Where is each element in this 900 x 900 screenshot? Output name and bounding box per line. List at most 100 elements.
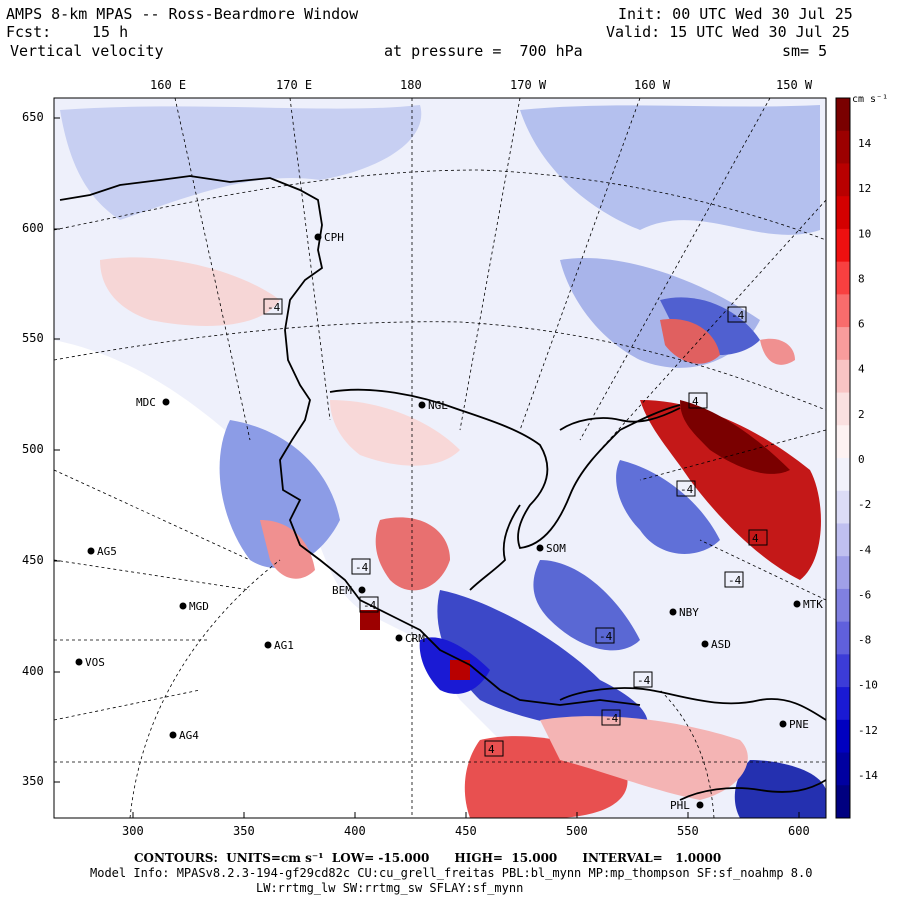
coastline [59, 175, 826, 801]
x-tick-450: 450 [455, 824, 477, 838]
contour-label-box [263, 298, 283, 315]
station-label: MTK [803, 598, 823, 611]
contour-label-text: 4 [692, 395, 699, 408]
graticule [54, 98, 826, 818]
y-tick-400: 400 [22, 664, 44, 678]
station-label: AG1 [274, 639, 294, 652]
plot-frame [53, 97, 827, 819]
contour-label-box [359, 596, 379, 613]
colorbar-band [836, 752, 850, 786]
y-tick-350: 350 [22, 774, 44, 788]
colorbar-band [836, 425, 850, 459]
station-dot [793, 600, 801, 608]
colorbar-tick-label: 8 [858, 272, 865, 285]
contour-label-text: -4 [731, 309, 745, 322]
colorbar-band [836, 228, 850, 263]
lon-label-180: 180 [400, 78, 422, 92]
contour-label-text: 4 [752, 532, 759, 545]
station-dot [701, 640, 709, 648]
colorbar-band [836, 490, 850, 524]
station-dot [779, 720, 787, 728]
field-name: Vertical velocity [10, 42, 164, 60]
station-dot [669, 608, 677, 616]
x-tick-500: 500 [566, 824, 588, 838]
pressure-level: at pressure = 700 hPa [384, 42, 583, 60]
colorbar-tick-label: 4 [858, 363, 865, 376]
model-info: Model Info: MPASv8.2.3-194-gf29cd82c CU:… [90, 866, 813, 880]
contour-label-text: -4 [605, 712, 619, 725]
contour-label-box [724, 571, 744, 588]
station-dot [358, 586, 366, 594]
contour-label-box [633, 671, 653, 688]
station-dot [169, 731, 177, 739]
y-tick-550: 550 [22, 331, 44, 345]
station-dot [75, 658, 83, 666]
lon-label-160e: 160 E [150, 78, 187, 92]
colorbar [836, 98, 850, 819]
colorbar-band [836, 687, 850, 721]
colorbar-tick-label: 6 [858, 318, 865, 331]
no-data-region [54, 340, 520, 818]
contour-label-box [484, 740, 504, 757]
station-dot [264, 641, 272, 649]
station-label: MDC [136, 396, 156, 409]
station-label: CPH [324, 231, 344, 244]
lon-label-150w: 150 W [776, 78, 813, 92]
colorbar-band [836, 130, 850, 164]
colorbar-units: cm s⁻¹ [852, 94, 889, 105]
contour-label-box [601, 709, 621, 726]
contour-label-text: -4 [728, 574, 742, 587]
colorbar-band [836, 294, 850, 328]
station-dot [418, 401, 426, 409]
x-tick-600: 600 [788, 824, 810, 838]
colorbar-band [836, 196, 850, 230]
station-dot [395, 634, 403, 642]
colorbar-tick-label: -12 [858, 724, 878, 737]
station-label: AG4 [179, 729, 199, 742]
colorbar-band [836, 523, 850, 557]
station-label: NBY [679, 606, 699, 619]
contour-label-box [748, 529, 768, 546]
station-label: BEM [332, 584, 352, 597]
station-label: PNE [789, 718, 809, 731]
station-dot [179, 602, 187, 610]
lon-label-170w: 170 W [510, 78, 547, 92]
smoothing: sm= 5 [782, 42, 828, 60]
colorbar-tick-label: -6 [858, 588, 871, 601]
contour-label-text: -4 [637, 674, 651, 687]
contour-label-box [595, 627, 615, 644]
contour-labels: -4 -4 -4 -4 4 -4 -4 -4 -4 4 -4 4 [263, 298, 768, 757]
lon-label-160w: 160 W [634, 78, 671, 92]
contour-label-box [351, 558, 371, 575]
colorbar-band [836, 785, 850, 819]
x-tick-400: 400 [344, 824, 366, 838]
x-tick-350: 350 [233, 824, 255, 838]
lon-label-170e: 170 E [276, 78, 313, 92]
station-label: VOS [85, 656, 105, 669]
y-tick-450: 450 [22, 553, 44, 567]
contour-label-text: -4 [680, 483, 694, 496]
x-tick-550: 550 [677, 824, 699, 838]
station-label: MGD [189, 600, 209, 613]
colorbar-tick-label: -4 [858, 543, 872, 556]
station-dot [536, 544, 544, 552]
contour-label-box [676, 480, 696, 497]
model-info-2: LW:rrtmg_lw SW:rrtmg_sw SFLAY:sf_mynn [256, 881, 524, 895]
init-time: Init: 00 UTC Wed 30 Jul 25 [618, 5, 853, 23]
forecast-label: Fcst: [6, 23, 52, 41]
forecast-hours: 15 h [92, 23, 129, 41]
station-dot [314, 233, 322, 241]
colorbar-tick-label: 14 [858, 137, 872, 150]
colorbar-band [836, 654, 850, 688]
station-dot [87, 547, 95, 555]
colorbar-band [836, 556, 850, 590]
colorbar-band [836, 621, 850, 655]
contour-label-text: -4 [599, 630, 613, 643]
colorbar-band [836, 719, 850, 754]
colorbar-tick-label: -8 [858, 634, 871, 647]
colorbar-tick-label: 10 [858, 227, 871, 240]
y-tick-600: 600 [22, 221, 44, 235]
colorbar-tick-label: -14 [858, 769, 878, 782]
station-label: ASD [711, 638, 731, 651]
station-label: SOM [546, 542, 566, 555]
